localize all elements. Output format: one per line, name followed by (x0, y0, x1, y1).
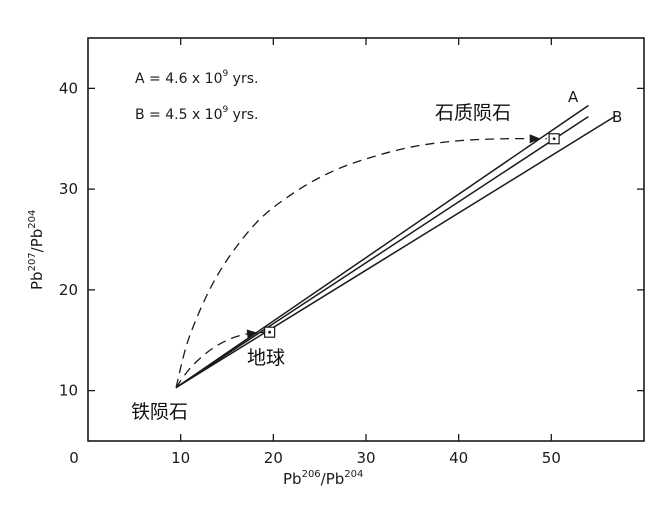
annotation-iron-meteorite: 铁陨石 (131, 401, 188, 423)
isochron-line-2 (175, 114, 617, 389)
x-tick-label: 40 (449, 449, 468, 467)
evolution-curve-3 (175, 137, 547, 388)
annotation-earth: 地球 (247, 347, 285, 369)
y-tick-label: 10 (59, 382, 78, 400)
x-tick-label: 50 (542, 449, 561, 467)
y-tick-label: 40 (59, 79, 78, 97)
plot-frame (87, 37, 645, 442)
y-axis-title: Pb207/Pb204 (27, 210, 46, 290)
arrowhead-4 (246, 329, 259, 339)
y-tick-label: 30 (59, 180, 78, 198)
marker-layer (264, 133, 560, 338)
x-axis-title: Pb206/Pb204 (283, 469, 363, 488)
legend-entry-a: A = 4.6 x 109 yrs. (135, 69, 258, 87)
data-point-dot-0 (552, 137, 556, 141)
legend-entry-b: B = 4.5 x 109 yrs. (135, 105, 258, 123)
annotation-stony-meteorite: 石质陨石 (435, 102, 511, 124)
x-axis-ticks: 0 10 20 30 40 50 (69, 38, 561, 467)
x-tick-label: 30 (356, 449, 375, 467)
isochron-line-0 (175, 104, 589, 389)
series-label-a: A (568, 88, 579, 106)
isochron-line-1 (175, 115, 589, 389)
data-point-dot-1 (268, 330, 272, 334)
series-label-b: B (612, 108, 622, 126)
x-tick-label: 20 (264, 449, 283, 467)
x-tick-label: 0 (69, 449, 79, 467)
y-tick-label: 20 (59, 281, 78, 299)
arrowhead-3 (529, 134, 541, 144)
y-axis-ticks: 10 20 30 40 (59, 79, 644, 400)
series-layer (175, 104, 617, 389)
x-tick-label: 10 (171, 449, 190, 467)
